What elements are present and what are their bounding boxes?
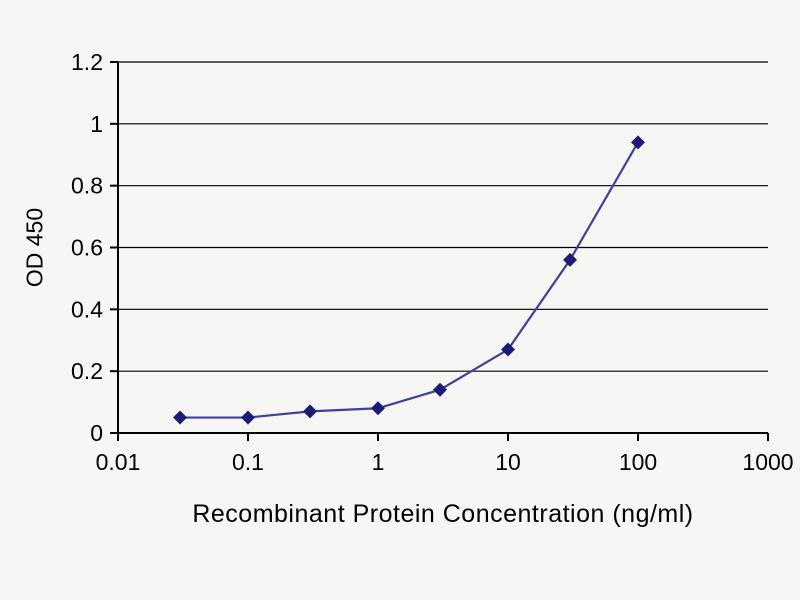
y-tick-label: 0.8 <box>71 173 103 199</box>
x-tick-label: 1 <box>372 449 385 475</box>
y-tick-label: 0.6 <box>71 235 103 261</box>
data-point-marker <box>303 404 318 419</box>
x-tick-label: 10 <box>495 449 521 475</box>
data-point-marker <box>631 135 645 150</box>
y-tick-label: 1 <box>90 111 103 137</box>
series-line <box>180 141 639 419</box>
data-point-marker <box>433 382 448 397</box>
x-axis-title: Recombinant Protein Concentration (ng/ml… <box>192 500 694 528</box>
data-point-marker <box>501 342 515 357</box>
x-tick-label: 1000 <box>742 449 793 475</box>
data-point-marker <box>563 252 578 267</box>
data-point-marker <box>173 410 188 425</box>
y-tick-label: 0.2 <box>71 358 103 384</box>
x-tick-label: 0.1 <box>232 449 264 475</box>
y-tick-label: 1.2 <box>71 49 103 75</box>
x-tick-label: 0.01 <box>96 449 141 475</box>
data-point-marker <box>371 401 385 416</box>
y-tick-label: 0.4 <box>71 296 103 322</box>
x-tick-label: 100 <box>619 449 657 475</box>
y-tick-label: 0 <box>90 420 103 446</box>
y-axis-title: OD 450 <box>21 207 48 288</box>
data-point-marker <box>241 410 255 425</box>
